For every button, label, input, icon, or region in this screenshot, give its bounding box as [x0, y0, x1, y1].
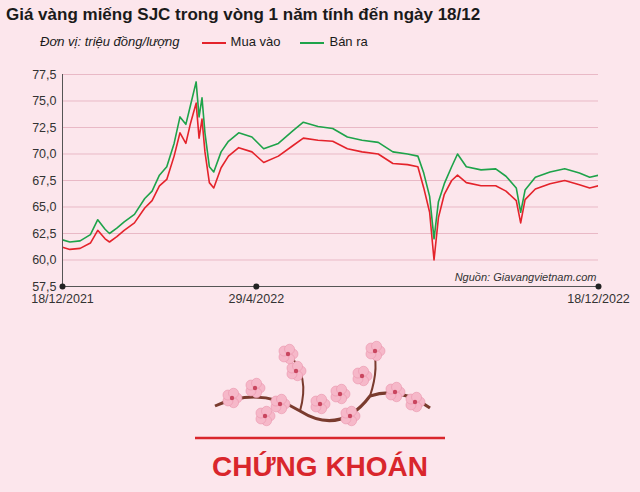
svg-text:60,0: 60,0	[32, 253, 56, 267]
svg-text:CHỨNG KHOÁN: CHỨNG KHOÁN	[212, 451, 428, 482]
svg-text:67,5: 67,5	[32, 174, 56, 188]
svg-text:77,5: 77,5	[32, 68, 56, 82]
html-text:Đơn vị: triệu đồng/lượng: Đơn vị: triệu đồng/lượng	[40, 34, 180, 49]
svg-text:70,0: 70,0	[32, 147, 56, 161]
svg-text:57,5: 57,5	[32, 279, 57, 294]
svg-text:18/12/2021: 18/12/2021	[31, 292, 94, 306]
svg-text:18/12/2022: 18/12/2022	[567, 292, 630, 306]
svg-text:75,0: 75,0	[32, 94, 56, 108]
html-text:Mua vào: Mua vào	[230, 34, 281, 49]
svg-text:72,5: 72,5	[32, 121, 56, 135]
html-text:Giá vàng miếng SJC trong vòng: Giá vàng miếng SJC trong vòng 1 năm tính…	[6, 5, 481, 24]
svg-text:65,0: 65,0	[32, 200, 56, 214]
svg-text:62,5: 62,5	[32, 227, 56, 241]
svg-text:29/4/2022: 29/4/2022	[229, 292, 285, 306]
html-text:Bán ra: Bán ra	[329, 34, 368, 49]
svg-text:Nguồn: Giavangvietnam.com: Nguồn: Giavangvietnam.com	[455, 271, 597, 283]
